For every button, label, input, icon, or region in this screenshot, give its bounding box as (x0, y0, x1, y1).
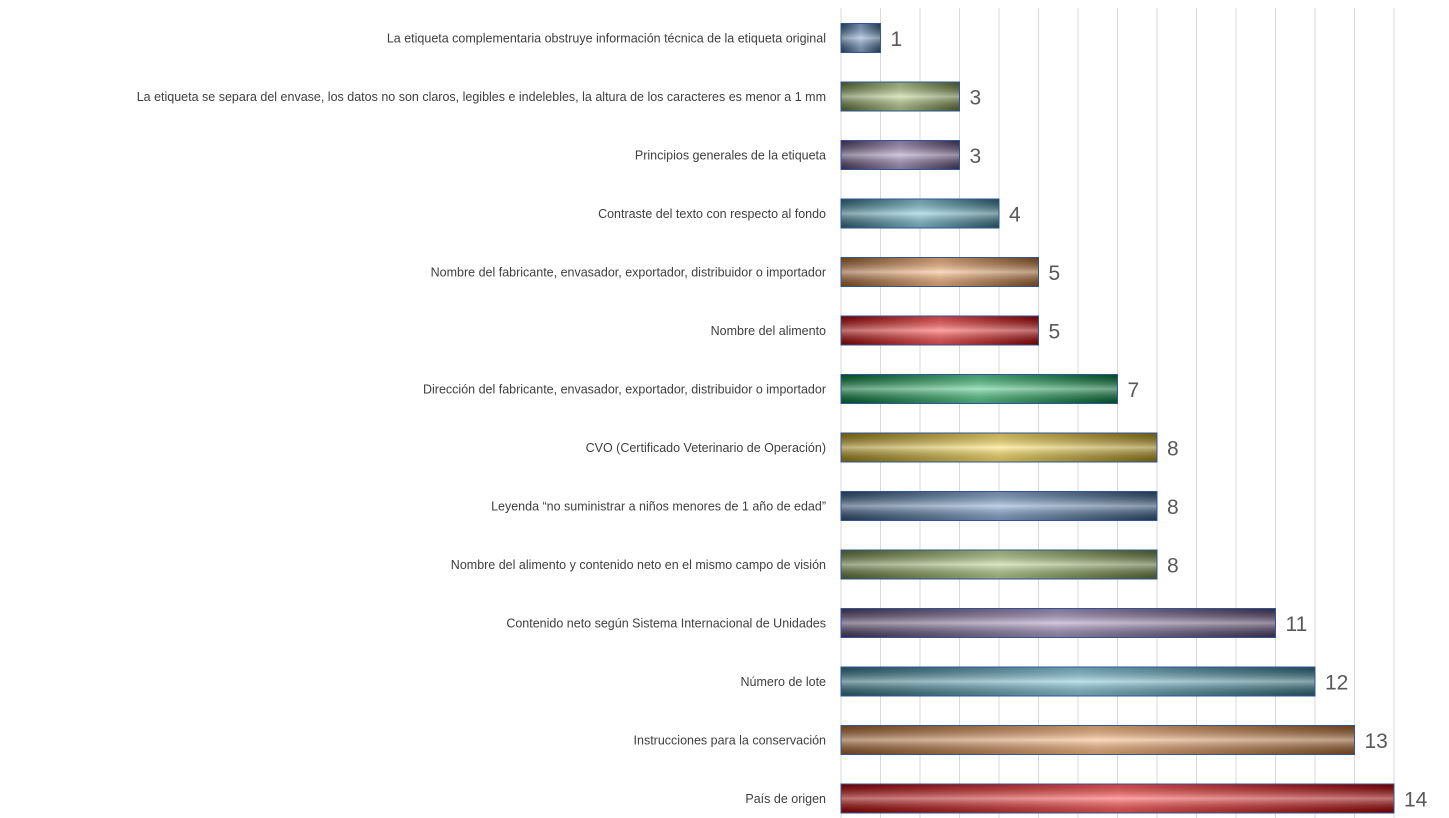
bar-highlight (841, 375, 1117, 403)
category-label: Nombre del alimento (711, 324, 826, 338)
value-label: 3 (970, 145, 982, 168)
bars (840, 23, 1395, 814)
bar (840, 374, 1118, 404)
bar-highlight (841, 550, 1157, 579)
category-label: Leyenda “no suministrar a niños menores … (491, 500, 826, 514)
bar-highlight (841, 199, 999, 228)
bar (840, 491, 1158, 521)
bar-highlight (841, 141, 959, 169)
category-label: País de origen (745, 792, 826, 806)
bar-highlight (841, 24, 880, 52)
bar (840, 81, 960, 112)
category-label: Principios generales de la etiqueta (635, 149, 826, 163)
bar (840, 666, 1316, 697)
value-label: 5 (1049, 262, 1061, 285)
bar (840, 315, 1039, 346)
value-label: 4 (1009, 204, 1021, 227)
bar-highlight (841, 726, 1354, 754)
category-label: Dirección del fabricante, envasador, exp… (423, 383, 826, 397)
bar-highlight (841, 82, 959, 111)
bar (840, 257, 1039, 287)
value-label: 14 (1404, 789, 1428, 812)
value-label: 5 (1049, 321, 1061, 344)
category-label: La etiqueta se separa del envase, los da… (137, 90, 826, 104)
bar (840, 198, 1000, 229)
bar-highlight (841, 433, 1157, 462)
bar-highlight (841, 492, 1157, 520)
bar (840, 549, 1158, 580)
value-label: 8 (1167, 555, 1179, 578)
bar (840, 725, 1355, 755)
category-label: Número de lote (741, 675, 827, 689)
bar (840, 140, 960, 170)
bar (840, 23, 881, 53)
bar-highlight (841, 609, 1275, 637)
bar-highlight (841, 784, 1394, 813)
bar-highlight (841, 258, 1038, 286)
category-label: Nombre del alimento y contenido neto en … (451, 558, 826, 572)
value-label: 1 (891, 28, 903, 51)
value-label: 7 (1128, 379, 1140, 402)
category-label: Contraste del texto con respecto al fond… (598, 207, 826, 221)
value-label: 11 (1286, 613, 1308, 636)
category-label: Instrucciones para la conservación (634, 734, 827, 748)
bar (840, 783, 1395, 814)
bar (840, 432, 1158, 463)
value-label: 13 (1365, 730, 1388, 753)
category-label: Contenido neto según Sistema Internacion… (506, 617, 826, 631)
category-labels: La etiqueta complementaria obstruye info… (137, 32, 826, 807)
value-label: 8 (1167, 496, 1179, 519)
category-label: La etiqueta complementaria obstruye info… (387, 32, 826, 46)
category-label: CVO (Certificado Veterinario de Operació… (586, 441, 826, 455)
bar (840, 608, 1276, 638)
value-label: 12 (1325, 672, 1348, 695)
bar-highlight (841, 316, 1038, 345)
category-label: Nombre del fabricante, envasador, export… (431, 266, 826, 280)
value-label: 8 (1167, 438, 1179, 461)
value-label: 3 (970, 87, 982, 110)
bar-highlight (841, 667, 1315, 696)
